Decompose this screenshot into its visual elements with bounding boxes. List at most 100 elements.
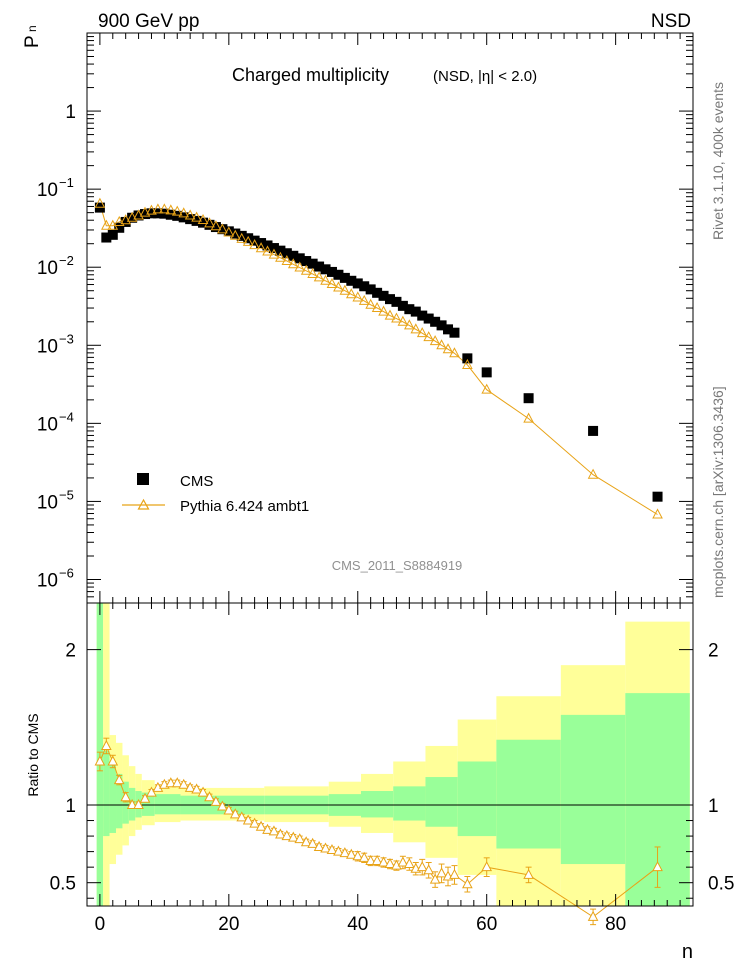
main-y-axis-label: P — [22, 35, 43, 48]
band-inner — [103, 750, 110, 837]
mc-point — [287, 258, 299, 269]
ratio-y-tick-label-right: 0.5 — [708, 874, 734, 895]
legend-mc-label: Pythia 6.424 ambt1 — [180, 498, 309, 515]
ratio-mc-markers — [94, 737, 663, 926]
mc-point — [410, 323, 422, 334]
mc-point — [113, 215, 125, 226]
ratio-point — [120, 791, 132, 802]
cms-point — [462, 353, 473, 364]
cms-point — [294, 253, 305, 264]
mc-point — [481, 383, 493, 394]
cms-point — [385, 294, 395, 305]
cms-point — [275, 245, 286, 256]
ratio-point — [423, 864, 435, 875]
ratio-plot-panel: 0.5 0.51 12 20 20 40 60 80 Ratio to CMS n — [25, 602, 735, 963]
mc-point — [587, 468, 599, 479]
y-tick-exponent: −5 — [59, 487, 74, 502]
mc-point — [352, 291, 364, 302]
cms-point — [391, 296, 402, 307]
mc-point — [436, 339, 447, 350]
mc-point — [320, 274, 331, 285]
mc-point — [429, 335, 441, 346]
y-tick-exponent: −6 — [59, 565, 74, 580]
ratio-point — [262, 823, 273, 834]
y-tick-label: 10 — [37, 180, 58, 201]
mc-point — [242, 235, 254, 246]
x-tick-label: 60 — [476, 914, 497, 935]
cms-point — [172, 210, 183, 221]
mc-point — [345, 288, 357, 299]
main-y-tick-labels: 110−110−210−310−410−510−6 — [37, 102, 76, 591]
cms-point — [320, 264, 331, 275]
mc-point — [339, 284, 351, 295]
ratio-point — [449, 868, 460, 879]
cms-point — [127, 212, 138, 223]
ratio-y-tick-label: 0.5 — [50, 874, 76, 895]
cms-point — [314, 261, 325, 272]
mc-point — [423, 331, 435, 342]
cms-point — [281, 248, 292, 259]
cms-point — [159, 208, 170, 219]
mc-point — [159, 203, 170, 214]
cms-point — [588, 425, 599, 436]
x-tick-label: 80 — [605, 914, 626, 935]
cms-point — [410, 306, 421, 317]
cms-point — [430, 316, 441, 327]
ratio-point — [94, 755, 106, 766]
mc-point — [384, 309, 396, 320]
ratio-point — [184, 781, 196, 792]
mc-point — [249, 239, 260, 250]
ratio-point — [255, 820, 267, 831]
cms-point — [146, 208, 157, 219]
ratio-point — [268, 825, 280, 836]
mc-point — [268, 248, 280, 259]
side-text-bottom-group: mcplots.cern.ch [arXiv:1306.3436] — [710, 386, 726, 598]
cms-point — [301, 256, 312, 267]
cms-point — [423, 313, 434, 324]
main-frame — [86, 32, 694, 604]
mc-point — [326, 277, 338, 288]
ratio-point — [171, 777, 183, 788]
cms-point — [333, 269, 344, 280]
mc-point — [146, 204, 157, 215]
band-inner — [109, 761, 117, 833]
ratio-frame — [86, 602, 694, 907]
ratio-point — [523, 868, 534, 879]
ratio-y-axis-label: Ratio to CMS — [25, 713, 41, 796]
ratio-tick-labels: 0.5 0.51 12 20 20 40 60 80 — [50, 641, 735, 935]
band-inner — [560, 714, 626, 865]
band-inner — [496, 739, 561, 849]
band-inner — [122, 781, 129, 824]
mc-point — [275, 251, 286, 262]
side-text-bottom: mcplots.cern.ch [arXiv:1306.3436] — [710, 386, 726, 598]
mc-point — [191, 211, 202, 222]
ratio-point — [365, 854, 376, 865]
cms-point — [339, 272, 350, 283]
ratio-point — [101, 739, 112, 750]
cms-point — [397, 300, 408, 311]
mc-markers — [94, 197, 663, 519]
cms-point — [436, 320, 447, 331]
x-tick-label: 20 — [218, 914, 239, 935]
mc-point — [404, 319, 415, 330]
ratio-point — [275, 828, 286, 839]
cms-point — [140, 209, 151, 220]
y-tick-label: 1 — [65, 102, 76, 123]
mc-point — [378, 305, 389, 316]
mc-point — [171, 205, 183, 216]
y-tick-label: 10 — [37, 570, 58, 591]
ratio-point — [320, 842, 331, 853]
mc-point — [307, 267, 318, 278]
legend-mc-marker — [137, 498, 150, 510]
ratio-point — [404, 857, 415, 869]
analysis-id: CMS_2011_S8884919 — [332, 558, 463, 573]
mc-point — [126, 211, 138, 222]
ratio-y-tick-label: 2 — [65, 641, 76, 662]
data-markers — [94, 202, 663, 502]
y-tick-label: 10 — [37, 336, 58, 357]
cms-point — [133, 210, 144, 221]
ratio-point — [371, 854, 383, 865]
cms-point — [365, 284, 376, 295]
main-y-axis-label-sub: n — [25, 25, 39, 32]
mc-point — [101, 219, 112, 230]
